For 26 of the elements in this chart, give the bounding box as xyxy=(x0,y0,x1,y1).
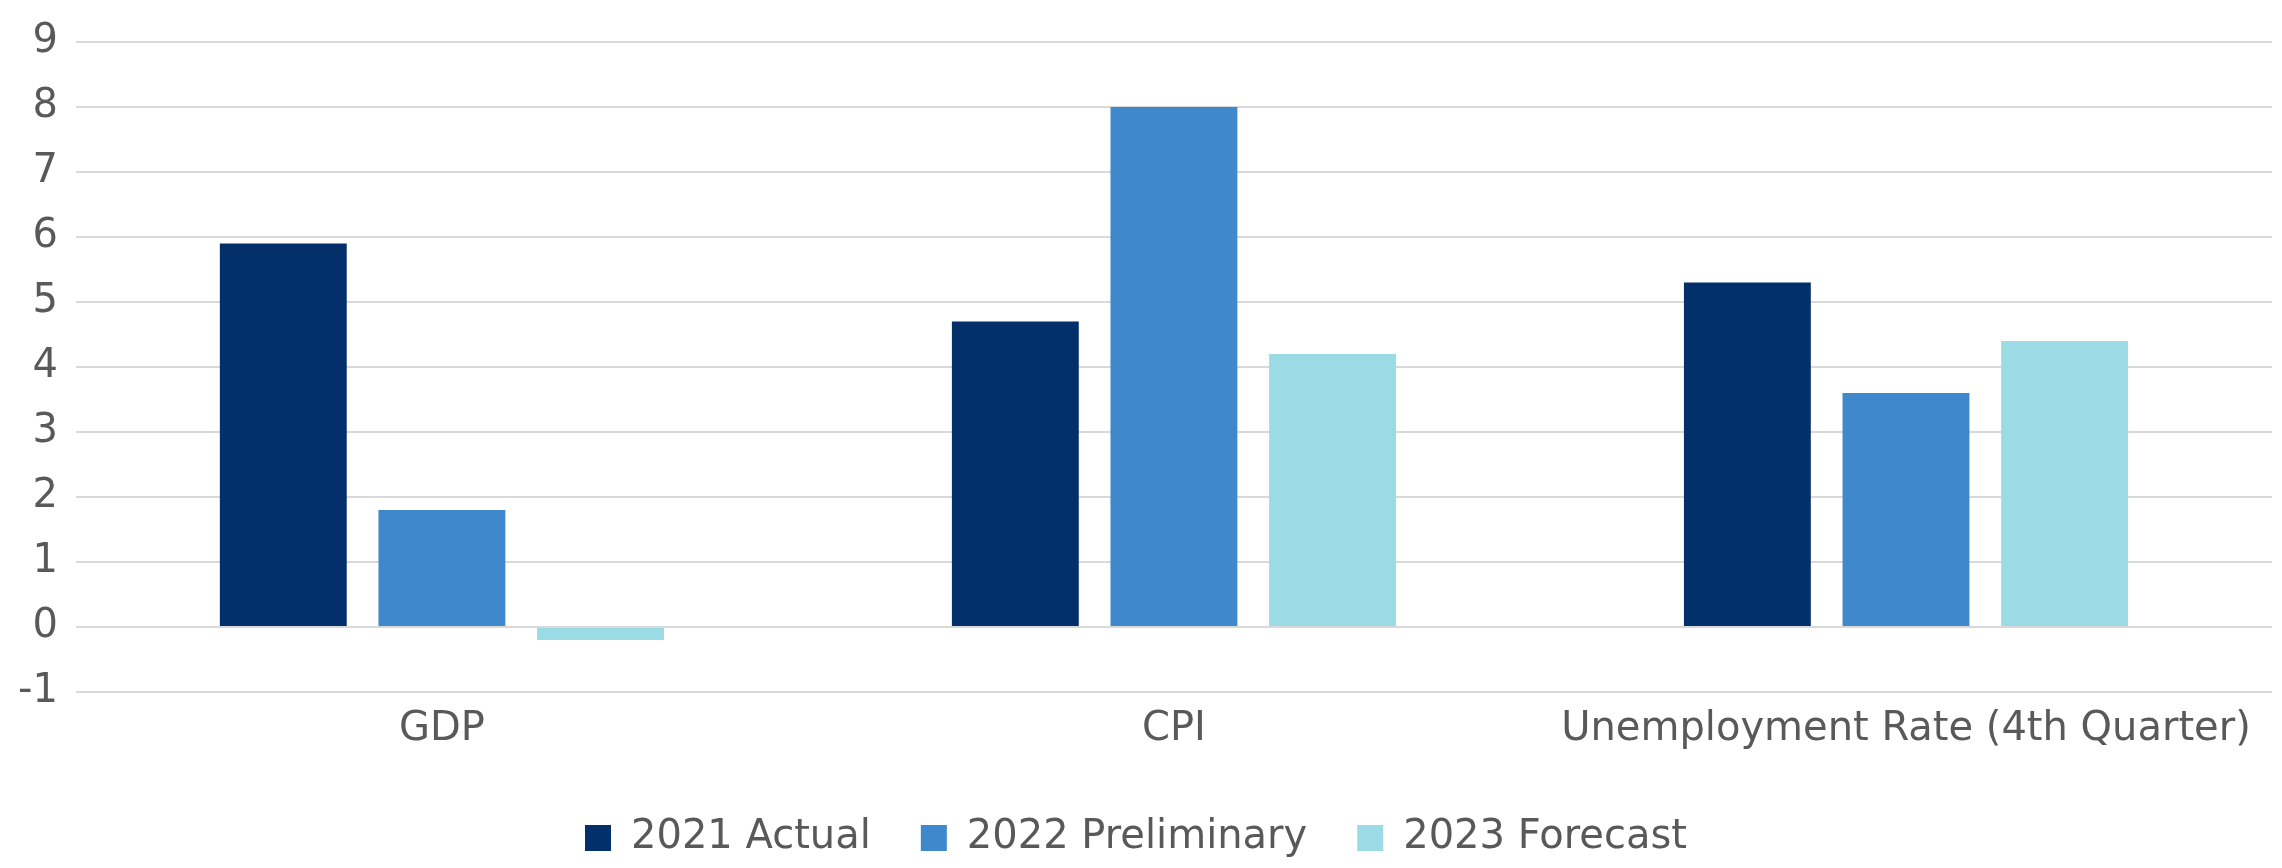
bar xyxy=(378,510,506,626)
y-tick-label: 2 xyxy=(32,470,58,517)
y-tick-label: 8 xyxy=(32,80,58,127)
legend-label: 2022 Preliminary xyxy=(966,811,1308,858)
y-tick-label: 7 xyxy=(32,145,58,192)
bar xyxy=(1842,393,1970,626)
bar xyxy=(1110,107,1238,626)
y-tick-label: 0 xyxy=(32,600,58,647)
y-tick-label: 5 xyxy=(32,275,58,322)
y-tick-label: 3 xyxy=(32,405,58,452)
x-tick-label: GDP xyxy=(398,703,485,750)
x-tick-label: Unemployment Rate (4th Quarter) xyxy=(1561,703,2251,750)
bar xyxy=(1269,354,1396,626)
y-tick-label: 6 xyxy=(32,210,58,257)
bar xyxy=(219,243,347,626)
bar xyxy=(537,628,664,640)
y-tick-label: 1 xyxy=(32,535,58,582)
y-tick-label: -1 xyxy=(17,665,58,712)
x-tick-label: CPI xyxy=(1142,703,1206,750)
y-tick-label: 4 xyxy=(32,340,58,387)
bar xyxy=(1683,282,1811,626)
legend-label: 2023 Forecast xyxy=(1403,811,1687,858)
bar xyxy=(2001,341,2129,626)
legend-label: 2021 Actual xyxy=(631,811,871,858)
bar xyxy=(951,321,1079,626)
y-tick-label: 9 xyxy=(32,15,58,62)
